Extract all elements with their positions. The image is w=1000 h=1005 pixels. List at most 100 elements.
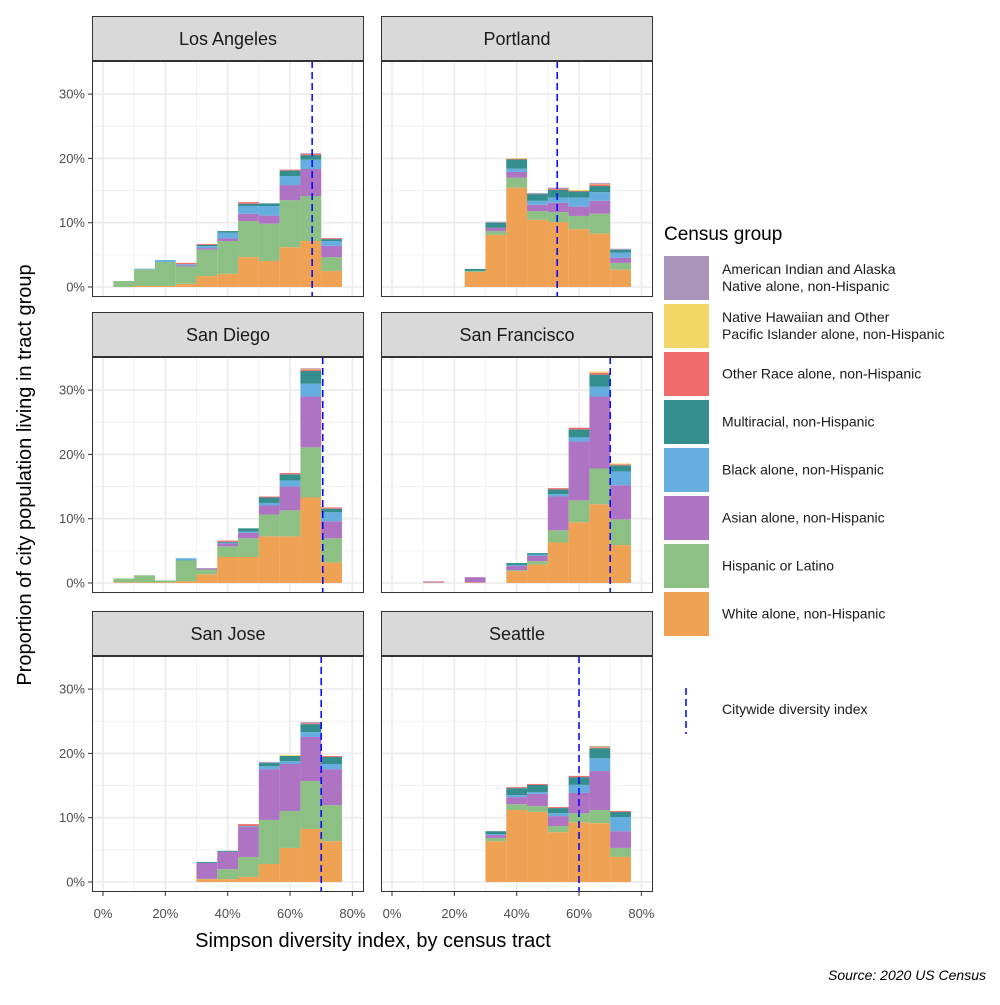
bar-segment — [196, 879, 217, 882]
bar-segment — [485, 835, 506, 838]
bar-segment — [527, 220, 548, 287]
bar-segment — [321, 769, 342, 805]
bar-segment — [134, 269, 155, 270]
bar-segment — [589, 184, 610, 186]
y-tick-label: 0% — [66, 280, 85, 295]
bar-segment — [548, 807, 569, 808]
legend-label: Black alone, non-Hispanic — [722, 462, 884, 478]
bar-segment — [300, 781, 321, 829]
bar-segment — [610, 463, 631, 464]
bar-segment — [589, 371, 610, 372]
bar-segment — [300, 371, 321, 384]
bar-segment — [217, 233, 238, 239]
bar-segment — [321, 756, 342, 757]
bar-segment — [527, 785, 548, 792]
bar-segment — [589, 234, 610, 287]
bar-segment — [280, 247, 301, 287]
bar-segment — [259, 503, 280, 506]
bar-segment — [506, 797, 527, 804]
x-tick-label: 0% — [383, 906, 402, 921]
bar-segment — [321, 805, 342, 841]
bar-segment — [259, 216, 280, 224]
bar-segment — [589, 748, 610, 758]
bar-segment — [259, 261, 280, 287]
bar-segment — [506, 810, 527, 882]
bar-segment — [506, 188, 527, 287]
bar-segment — [259, 536, 280, 583]
bar-segment — [259, 203, 280, 206]
bar-segment — [485, 223, 506, 228]
bar-segment — [589, 214, 610, 234]
bar-segment — [527, 806, 548, 812]
bar-segment — [569, 500, 590, 522]
bar-segment — [321, 241, 342, 246]
bar-segment — [238, 257, 259, 287]
legend: Census group American Indian and AlaskaN… — [664, 224, 945, 734]
bar-segment — [300, 155, 321, 160]
bar-segment — [300, 241, 321, 287]
bar-segment — [300, 497, 321, 583]
legend-item: Asian alone, non-Hispanic — [664, 496, 885, 540]
bar-segment — [569, 190, 590, 191]
bar-segment — [238, 202, 259, 204]
bar-segment — [506, 158, 527, 159]
bar-segment — [548, 808, 569, 813]
bar-segment — [300, 160, 321, 169]
bar-segment — [527, 553, 548, 555]
bar-segment — [259, 820, 280, 864]
bar-segment — [506, 565, 527, 566]
x-tick-label: 40% — [215, 906, 241, 921]
bar-segment — [465, 271, 486, 272]
bar-segment — [280, 171, 301, 176]
legend-swatch — [664, 448, 709, 492]
bar-segment — [527, 211, 548, 220]
bar-segment — [485, 841, 506, 882]
bar-segment — [300, 153, 321, 154]
bar-segment — [238, 221, 259, 257]
bar-segment — [548, 203, 569, 212]
bar-segment — [506, 787, 527, 788]
legend-label: Other Race alone, non-Hispanic — [722, 366, 921, 382]
bar-segment — [569, 229, 590, 287]
bar-segment — [548, 188, 569, 189]
bar-segment — [589, 746, 610, 747]
bar-segment — [321, 271, 342, 287]
bar-segment — [321, 239, 342, 241]
x-tick-label: 40% — [504, 906, 530, 921]
bar-segment — [569, 429, 590, 437]
bar-segment — [259, 497, 280, 502]
bar-segment — [465, 577, 486, 582]
bar-segment — [238, 557, 259, 583]
bar-segment — [527, 205, 548, 211]
bar-segment — [569, 191, 590, 192]
bar-segment — [217, 542, 238, 543]
bar-segment — [610, 545, 631, 583]
x-tick-label: 60% — [277, 906, 303, 921]
legend-label: Native Hawaiian and Other — [722, 309, 890, 325]
bar-segment — [176, 558, 197, 560]
bar-segment — [280, 480, 301, 486]
bar-segment — [569, 522, 590, 583]
bar-segment — [321, 238, 342, 239]
bar-segment — [485, 222, 506, 223]
bar-segment — [506, 788, 527, 795]
bar-segment — [155, 582, 176, 583]
bar-segment — [259, 497, 280, 498]
facet-title: San Jose — [190, 624, 265, 644]
bar-segment — [548, 488, 569, 489]
bar-segment — [176, 581, 197, 583]
legend-label: Multiracial, non-Hispanic — [722, 414, 875, 430]
bar-segment — [300, 723, 321, 724]
bar-segment — [259, 515, 280, 537]
bar-segment — [527, 792, 548, 794]
bar-segment — [610, 270, 631, 287]
bar-segment — [280, 510, 301, 536]
bar-segment — [217, 231, 238, 233]
bar-segment — [506, 795, 527, 797]
bar-segment — [589, 771, 610, 810]
bar-segment — [527, 564, 548, 583]
legend-swatch — [664, 256, 709, 300]
